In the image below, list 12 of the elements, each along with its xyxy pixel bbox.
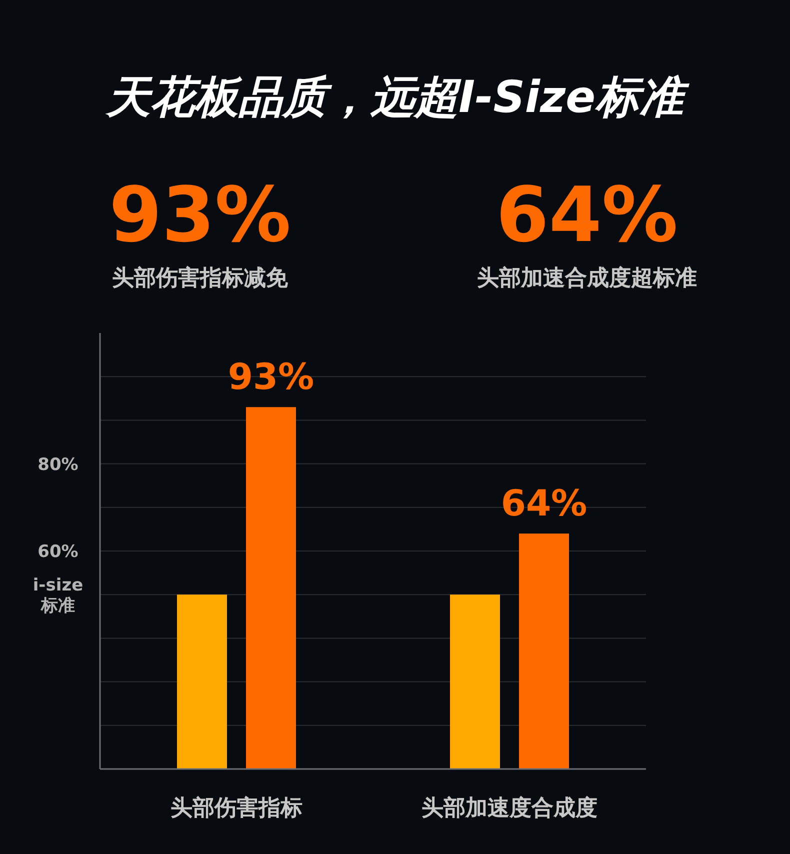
text: 头部伤害指标减免 bbox=[112, 265, 289, 291]
y-tick-label: 80% bbox=[38, 454, 78, 475]
text: 64% bbox=[496, 170, 678, 259]
text: 头部加速合成度超标准 bbox=[477, 265, 697, 291]
x-tick-label: 头部伤害指标 bbox=[170, 795, 302, 821]
data-label: 93% bbox=[228, 357, 314, 398]
chart-title: 天花板品质，远超I-Size标准 bbox=[104, 72, 690, 123]
text: 93% bbox=[109, 170, 291, 259]
y-tick-label: i-size 标准 bbox=[32, 575, 84, 616]
y-tick-label: 60% bbox=[38, 542, 78, 562]
x-tick-label: 头部加速度合成度 bbox=[422, 795, 598, 821]
data-label: 64% bbox=[500, 484, 588, 525]
